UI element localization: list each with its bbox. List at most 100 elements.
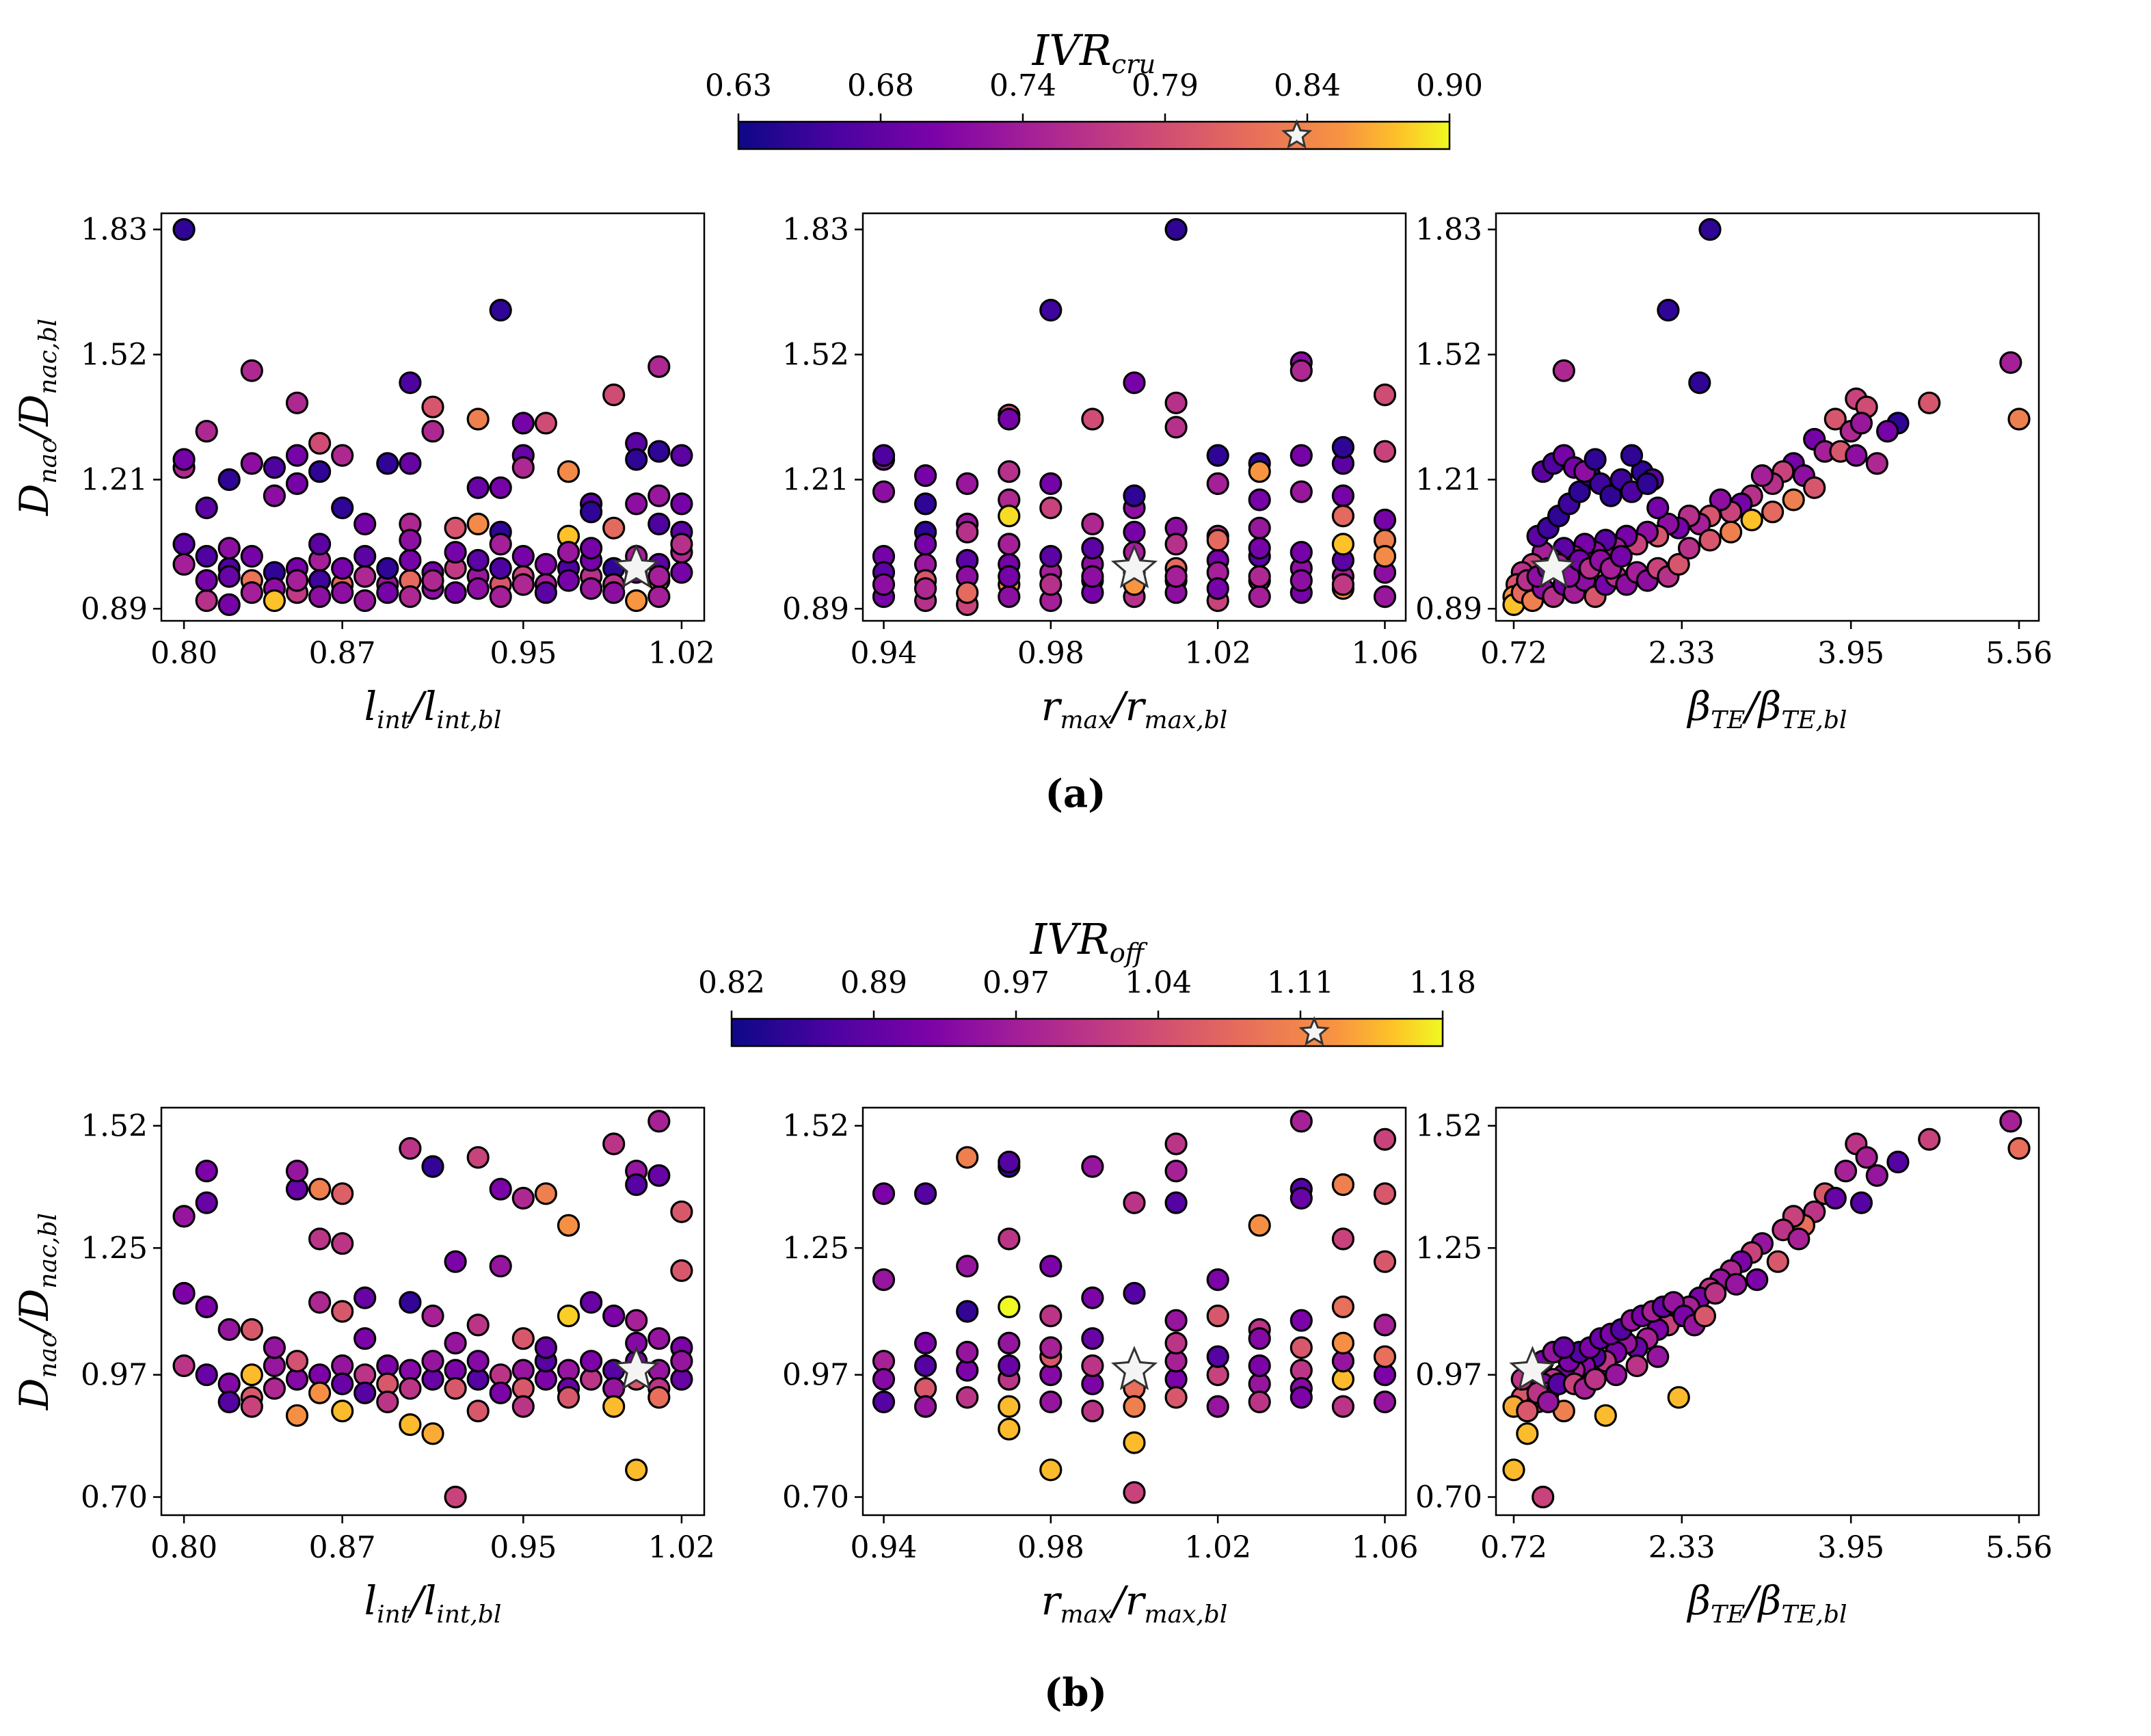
scatter-point (1206, 1304, 1229, 1328)
baseline-star (1529, 544, 1577, 589)
scatter-point (1918, 391, 1941, 414)
y-tick-label: 1.52 (81, 1108, 148, 1143)
svg-text:Dnac/Dnac,bl: Dnac/Dnac,bl (11, 1213, 62, 1411)
scatter-point (998, 1295, 1021, 1319)
svg-text:lint/lint,bl: lint/lint,bl (364, 683, 502, 734)
scatter-point (466, 1350, 490, 1373)
scatter-point (998, 1227, 1021, 1251)
scatter-point (1164, 1132, 1188, 1156)
scatter-point (1039, 1458, 1063, 1482)
scatter-point (1290, 480, 1313, 503)
scatter-point (956, 1386, 979, 1409)
colorbar-tick-label: 0.74 (989, 68, 1056, 103)
scatter-point (195, 1160, 218, 1183)
x-tick-label: 0.72 (1480, 636, 1547, 671)
scatter-point (1704, 1281, 1727, 1305)
scatter-point (399, 1413, 422, 1437)
scatter-point (217, 1318, 241, 1341)
y-tick-label: 1.83 (81, 213, 148, 248)
scatter-point (1290, 541, 1313, 564)
x-axis-label: lint/lint,bl (364, 1577, 502, 1629)
scatter-point (557, 569, 580, 592)
panel-label: (a) (1045, 771, 1106, 816)
scatter-point (579, 1350, 603, 1373)
scatter-point (1290, 1309, 1313, 1332)
x-tick-label: 0.87 (309, 1530, 376, 1565)
scatter-point (1855, 1146, 1878, 1169)
scatter-point (602, 581, 626, 604)
scatter-point (602, 516, 626, 539)
x-tick-label: 0.72 (1480, 1530, 1547, 1565)
x-tick-label: 3.95 (1817, 636, 1884, 671)
scatter-point (263, 1336, 286, 1359)
scatter-point (647, 512, 671, 536)
scatter-point (444, 581, 467, 604)
scatter-point (444, 541, 467, 564)
scatter-point (1081, 1400, 1104, 1423)
x-tick-label: 5.56 (1986, 1530, 2053, 1565)
x-tick-label: 1.02 (1184, 636, 1251, 671)
scatter-point (263, 456, 286, 479)
scatter-point (1516, 1400, 1539, 1423)
scatter-point (399, 585, 422, 609)
scatter-point (421, 1155, 444, 1178)
scatter-point (1331, 1331, 1355, 1355)
scatter-point (399, 371, 422, 395)
scatter-point (489, 533, 512, 556)
scatter-point (647, 355, 671, 378)
scatter-point (998, 1331, 1021, 1355)
x-tick-label: 1.02 (648, 1530, 715, 1565)
scatter-point (1039, 472, 1063, 496)
scatter-point (1331, 533, 1355, 556)
x-tick-label: 0.95 (490, 1530, 557, 1565)
scatter-point (263, 589, 286, 613)
scatter-point (1787, 1227, 1811, 1251)
x-tick-label: 0.95 (490, 636, 557, 671)
scatter-point (1834, 1160, 1858, 1183)
scatter-point (263, 484, 286, 507)
svg-text:rmax/rmax,bl: rmax/rmax,bl (1041, 1577, 1228, 1629)
scatter-point (1081, 565, 1104, 588)
scatter-point (1918, 1127, 1941, 1151)
colorbar-tick-label: 0.89 (840, 965, 907, 1000)
scatter-point (1039, 1336, 1063, 1359)
scatter-point (557, 1304, 580, 1328)
plot-frame (1495, 212, 2040, 622)
scatter-point (489, 299, 512, 322)
scatter-point (1635, 472, 1659, 496)
scatter-point (1886, 1150, 1910, 1174)
scatter-point (1164, 533, 1188, 556)
scatter-point (956, 1300, 979, 1323)
scatter-point (489, 585, 512, 609)
scatter-point (1123, 1281, 1146, 1305)
scatter-point (1373, 1182, 1397, 1205)
scatter-point (913, 1331, 937, 1355)
colorbar-tick-label: 0.90 (1416, 68, 1483, 103)
scatter-point (308, 1381, 332, 1404)
scatter-point (913, 492, 937, 516)
scatter-point (534, 581, 558, 604)
scatter-point (872, 1390, 896, 1413)
scatter-point (421, 1422, 444, 1445)
scatter-point (511, 573, 535, 596)
x-tick-label: 0.80 (150, 1530, 217, 1565)
scatter-point (647, 1327, 671, 1350)
scatter-point (285, 1160, 309, 1183)
scatter-point (466, 1313, 490, 1337)
scatter-point (647, 1386, 671, 1409)
scatter-point (353, 1327, 377, 1350)
scatter-point (1373, 383, 1397, 407)
plot-frame (160, 1106, 706, 1517)
scatter-point (195, 420, 218, 443)
colorbar-tick-label: 1.18 (1409, 965, 1476, 1000)
x-tick-label: 1.02 (1184, 1530, 1251, 1565)
scatter-point (421, 1304, 444, 1328)
scatter-point (466, 476, 490, 499)
scatter-point (670, 1200, 693, 1223)
scatter-point (1609, 544, 1633, 568)
x-tick-label: 1.06 (1351, 636, 1418, 671)
x-axis-label: βTE/βTE,bl (1686, 683, 1847, 734)
scatter-point (1081, 1155, 1104, 1178)
scatter-point (353, 565, 377, 588)
y-tick-label: 0.70 (782, 1480, 849, 1515)
